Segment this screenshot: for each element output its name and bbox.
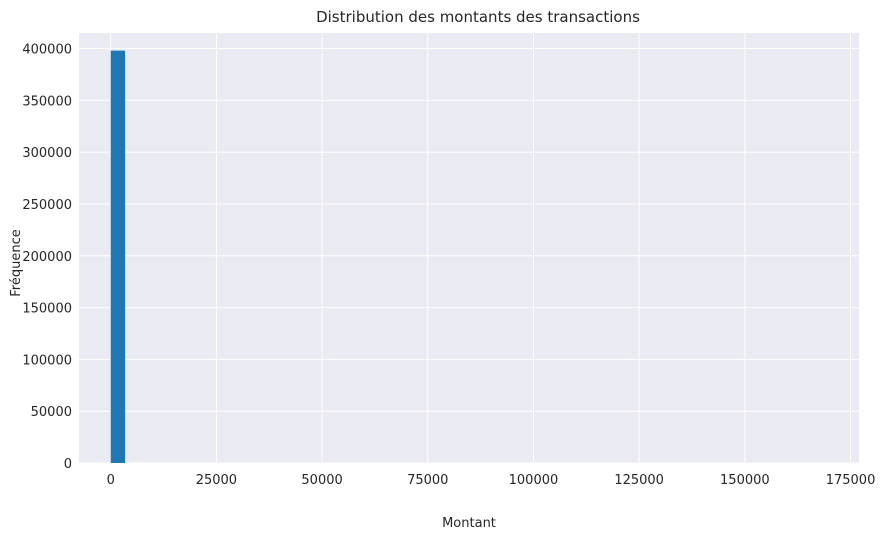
grid-lines <box>79 33 859 464</box>
y-tick-label-3: 150000 <box>22 302 72 317</box>
plot-area <box>79 33 859 463</box>
x-tick-label-1: 25000 <box>196 473 237 488</box>
x-tick-label-3: 75000 <box>407 473 448 488</box>
x-axis-label: Montant <box>442 516 496 531</box>
x-tick-label-4: 100000 <box>509 473 559 488</box>
histogram-bars <box>110 50 126 464</box>
chart-title: Distribution des montants des transactio… <box>316 8 640 26</box>
y-axis-label: Fréquence <box>9 229 24 296</box>
y-tick-label-5: 250000 <box>22 198 72 213</box>
y-tick-label-2: 100000 <box>22 353 72 368</box>
y-tick-label-8: 400000 <box>22 43 72 58</box>
x-axis-ticks: 0 25000 50000 75000 100000 125000 150000 175000 <box>107 473 876 488</box>
y-tick-label-1: 50000 <box>31 405 72 420</box>
x-tick-label-2: 50000 <box>301 473 342 488</box>
y-tick-label-7: 350000 <box>22 94 72 109</box>
x-tick-label-5: 125000 <box>614 473 664 488</box>
y-tick-label-4: 200000 <box>22 250 72 265</box>
y-tick-label-6: 300000 <box>22 146 72 161</box>
y-tick-label-0: 0 <box>64 457 72 472</box>
x-tick-label-6: 150000 <box>720 473 770 488</box>
y-axis-ticks: 0 50000 100000 150000 200000 250000 300000 3500… <box>22 43 72 472</box>
x-tick-label-7: 175000 <box>826 473 876 488</box>
x-tick-label-0: 0 <box>107 473 115 488</box>
histogram-bar-0 <box>110 50 126 464</box>
